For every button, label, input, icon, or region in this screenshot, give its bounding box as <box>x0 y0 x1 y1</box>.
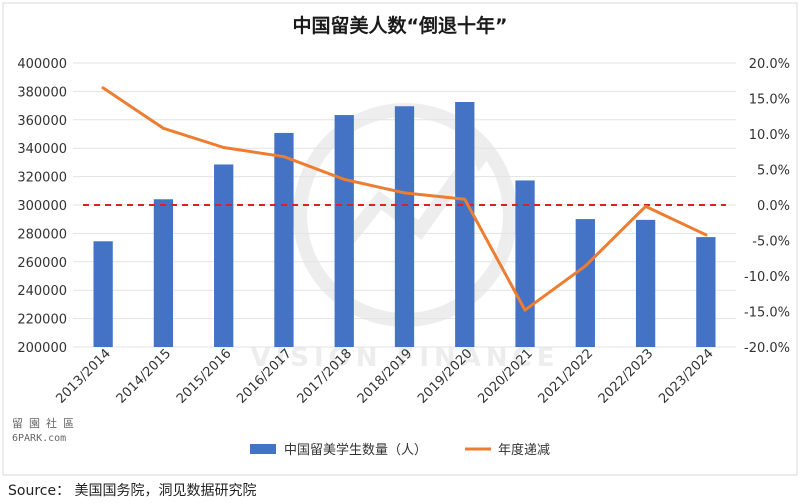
bar <box>635 219 656 347</box>
bar <box>214 164 234 347</box>
right-tick-label: 0.0% <box>757 199 790 214</box>
legend: 中国留美学生数量（人） 年度递减 <box>250 442 550 458</box>
bar <box>274 132 294 347</box>
bar <box>93 241 113 347</box>
line-point <box>282 155 286 159</box>
bar <box>455 102 475 347</box>
right-tick-label: -10.0% <box>744 270 790 285</box>
line-point <box>704 233 708 237</box>
left-tick-label: 360000 <box>17 114 67 129</box>
legend-bar-label: 中国留美学生数量（人） <box>284 442 427 458</box>
left-tick-label: 220000 <box>17 313 67 328</box>
chart-title: 中国留美人数“倒退十年” <box>293 14 508 37</box>
watermark-text: VISION FINANCE <box>250 343 559 373</box>
legend-bar-swatch <box>250 444 276 454</box>
right-tick-label: 10.0% <box>749 128 790 143</box>
left-tick-label: 320000 <box>17 171 67 186</box>
right-tick-label: 15.0% <box>749 93 790 108</box>
site-mark-line2: 6PARK.com <box>12 433 66 444</box>
line-point <box>463 197 467 201</box>
right-tick-label: -15.0% <box>744 306 790 321</box>
left-tick-label: 400000 <box>17 57 67 72</box>
right-axis-ticks: -20.0% -15.0% -10.0% -5.0% 0.0% 5.0% 10.0% 15.0… <box>744 57 790 356</box>
line-point <box>161 126 165 130</box>
line-point <box>583 264 587 268</box>
left-tick-label: 240000 <box>17 284 67 299</box>
left-tick-label: 260000 <box>17 256 67 271</box>
left-tick-label: 280000 <box>17 227 67 242</box>
bar <box>696 237 716 347</box>
bar <box>153 199 174 347</box>
right-tick-label: 5.0% <box>757 164 790 179</box>
left-tick-label: 200000 <box>17 341 67 356</box>
left-tick-label: 340000 <box>17 142 67 157</box>
bar <box>394 106 415 347</box>
site-mark-line1: 留園社區 <box>12 416 80 430</box>
legend-line-label: 年度递减 <box>498 442 550 458</box>
line-point <box>101 86 105 90</box>
line-point <box>403 191 406 195</box>
line-point <box>523 308 527 312</box>
line-point <box>644 204 648 208</box>
line-point <box>342 177 346 181</box>
right-tick-label: -5.0% <box>752 235 790 250</box>
left-tick-label: 300000 <box>17 199 67 214</box>
left-tick-label: 380000 <box>17 85 67 100</box>
source-note: Source： 美国国务院，洞见数据研究院 <box>8 483 257 499</box>
line-point <box>222 145 226 149</box>
right-tick-label: 20.0% <box>749 57 790 72</box>
bar <box>334 115 354 347</box>
left-axis-ticks: 200000 220000 240000 260000 280000 300000 3200… <box>17 57 67 356</box>
right-tick-label: -20.0% <box>744 341 790 356</box>
bar-series <box>93 102 716 347</box>
line-series <box>101 86 708 312</box>
bar <box>575 219 595 347</box>
